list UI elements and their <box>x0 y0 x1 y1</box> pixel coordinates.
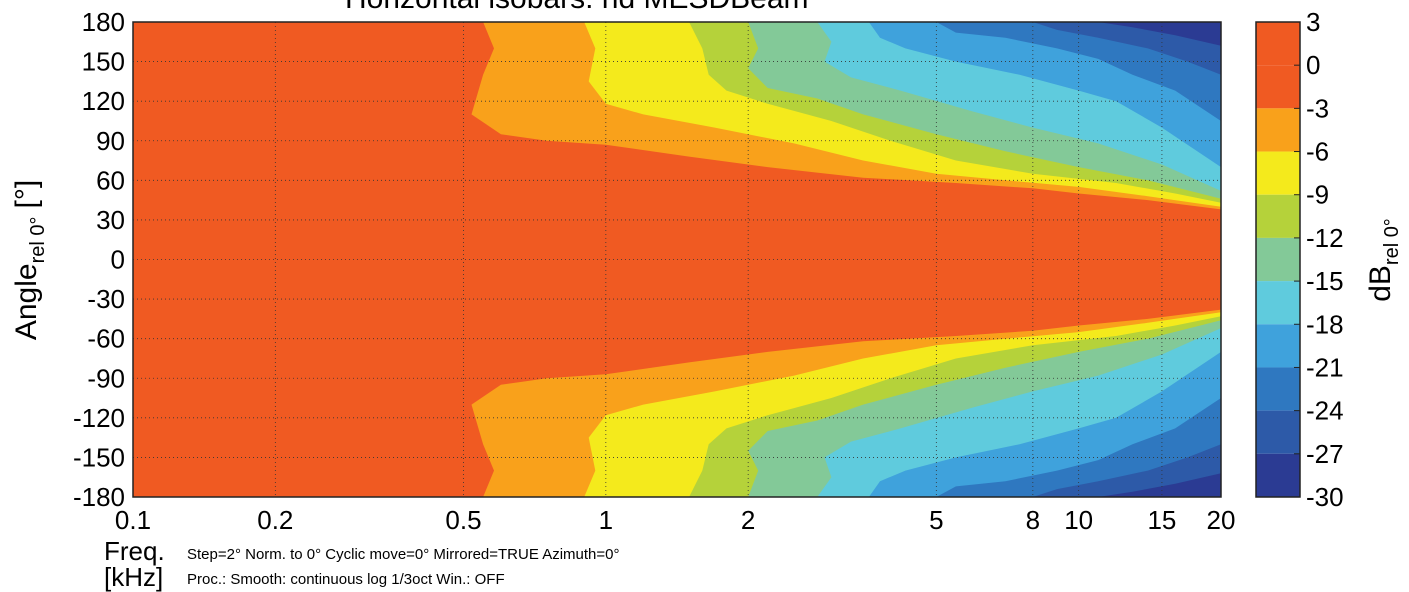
colorbar-tick-label: -9 <box>1306 180 1329 210</box>
x-tick-label: 8 <box>1026 505 1040 535</box>
colorbar-tick-label: -21 <box>1306 352 1344 382</box>
colorbar-label-main: dB <box>1364 265 1397 302</box>
y-tick-label: -90 <box>87 363 125 393</box>
x-tick-label: 1 <box>599 505 613 535</box>
colorbar-swatch <box>1256 108 1300 152</box>
y-tick-label: 120 <box>82 86 125 116</box>
svg-text:dBrel 0°: dBrel 0° <box>1364 218 1403 302</box>
colorbar-tick-labels: 3 0 -3 -6 -9 -12 -15 -18 -21 -24 -27 -30 <box>1294 7 1344 512</box>
y-tick-label: 180 <box>82 7 125 37</box>
y-tick-label: 90 <box>96 126 125 156</box>
footer-settings: Step=2° Norm. to 0° Cyclic move=0° Mirro… <box>187 546 619 563</box>
y-tick-label: 60 <box>96 165 125 195</box>
x-tick-label: 0.1 <box>115 505 151 535</box>
colorbar-tick-label: -6 <box>1306 137 1329 167</box>
colorbar-swatch <box>1256 194 1300 238</box>
contour-band-lower-7 <box>1032 444 1221 497</box>
x-tick-label: 5 <box>929 505 943 535</box>
colorbar-swatch <box>1256 281 1300 325</box>
contour-band-lower-8 <box>1098 473 1221 497</box>
grid-lines <box>133 22 1221 497</box>
x-axis-unit: [kHz] <box>104 562 163 592</box>
colorbar-swatch <box>1256 65 1300 109</box>
colorbar-swatch <box>1256 22 1300 66</box>
x-tick-label: 20 <box>1207 505 1236 535</box>
colorbar-tick-label: -27 <box>1306 439 1344 469</box>
colorbar-tick-label: -30 <box>1306 482 1344 512</box>
colorbar <box>1256 22 1300 497</box>
colorbar-tick-label: 3 <box>1306 7 1320 37</box>
y-tick-label: 0 <box>111 245 125 275</box>
colorbar-tick-label: -15 <box>1306 266 1344 296</box>
contour-band-upper-8 <box>1098 22 1221 46</box>
x-tick-label: 2 <box>741 505 755 535</box>
x-axis-label: Freq. <box>104 536 165 566</box>
colorbar-label: dBrel 0° <box>1364 218 1403 302</box>
footer-processing: Proc.: Smooth: continuous log 1/3oct Win… <box>187 571 505 588</box>
plot-frame <box>132 21 1222 498</box>
x-tick-label: 15 <box>1147 505 1176 535</box>
y-tick-labels: 180 150 120 90 60 30 0 -30 -60 -90 -120 -150 -180 <box>73 7 125 512</box>
colorbar-tick-label: -18 <box>1306 309 1344 339</box>
contour-band-upper-7 <box>1032 22 1221 75</box>
colorbar-swatch <box>1256 410 1300 454</box>
x-tick-label: 0.2 <box>257 505 293 535</box>
colorbar-swatch <box>1256 453 1300 497</box>
y-tick-label: -60 <box>87 324 125 354</box>
colorbar-label-sub: rel 0° <box>1381 218 1403 265</box>
x-tick-label: 0.5 <box>445 505 481 535</box>
colorbar-tick-label: 0 <box>1306 50 1320 80</box>
svg-text:Anglerel 0°[°]: Anglerel 0° [°] <box>10 180 49 340</box>
y-axis-label-main: Angle <box>10 263 43 340</box>
colorbar-swatch <box>1256 151 1300 195</box>
y-tick-label: -120 <box>73 403 125 433</box>
y-tick-label: -30 <box>87 284 125 314</box>
plot-area <box>133 22 1221 497</box>
colorbar-swatch <box>1256 324 1300 368</box>
y-axis-label: Anglerel 0° [°] <box>10 180 49 340</box>
colorbar-tick-label: -12 <box>1306 223 1344 253</box>
y-tick-label: -180 <box>73 482 125 512</box>
x-tick-label: 10 <box>1064 505 1093 535</box>
y-tick-label: 30 <box>96 205 125 235</box>
y-axis-label-unit: [°] <box>10 180 43 209</box>
colorbar-tick-label: -24 <box>1306 396 1344 426</box>
y-axis-label-sub: rel 0° <box>27 217 49 264</box>
colorbar-frame <box>1255 21 1301 498</box>
colorbar-tick-label: -3 <box>1306 93 1329 123</box>
x-tick-labels: 0.1 0.2 0.5 1 2 5 8 10 15 20 <box>115 505 1236 535</box>
chart-title: Horizontal isobars: hd MESDBeam <box>345 0 809 15</box>
y-tick-label: -150 <box>73 442 125 472</box>
colorbar-swatch <box>1256 367 1300 411</box>
colorbar-swatch <box>1256 237 1300 282</box>
y-tick-label: 150 <box>82 47 125 77</box>
